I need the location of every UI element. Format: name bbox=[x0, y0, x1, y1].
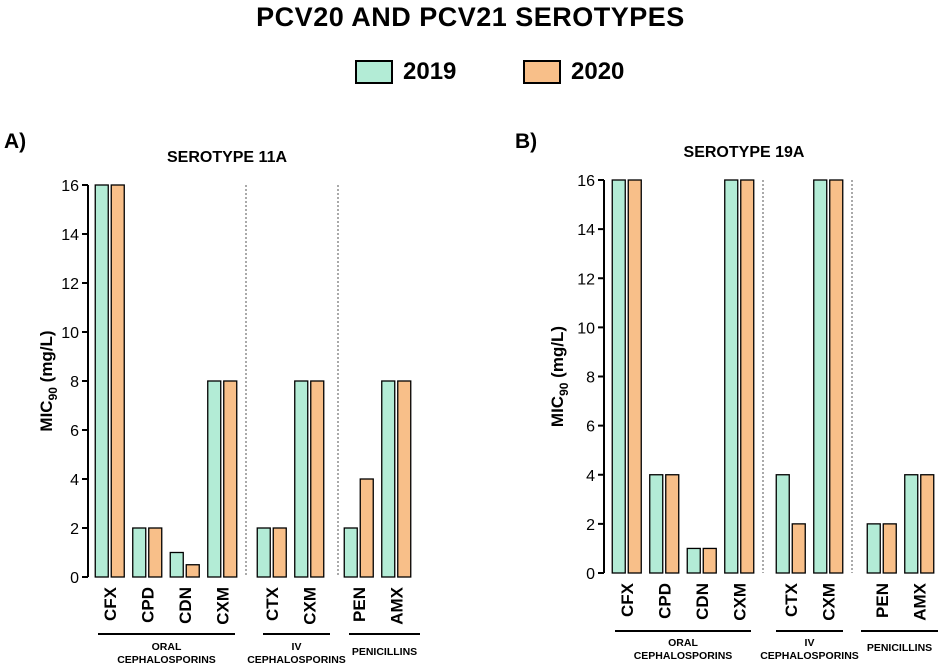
bar-2019-ctx bbox=[256, 527, 271, 578]
y-tick-label: 10 bbox=[577, 320, 595, 337]
y-tick-label: 14 bbox=[577, 222, 595, 239]
x-category-label: CDN bbox=[693, 583, 712, 620]
group-label: CEPHALOSPORINS bbox=[117, 654, 216, 666]
group-label: ORAL bbox=[668, 637, 698, 649]
bar-2019-cpd bbox=[649, 474, 664, 574]
y-tick-label: 4 bbox=[70, 472, 79, 489]
bar-2020-cxm bbox=[310, 380, 325, 578]
y-tick-label: 8 bbox=[586, 370, 595, 387]
bar-2019-cxm bbox=[813, 179, 828, 574]
y-axis-label: MIC90 (mg/L) bbox=[37, 330, 60, 431]
chart-b: B) SEROTYPE 19A MIC90 (mg/L) 0 2 4 6 8 10 12 14 16 C… bbox=[515, 130, 938, 662]
chart-a: A) SEROTYPE 11A MIC90 (mg/L) 0 2 4 6 8 10 12 14 16 C… bbox=[4, 130, 420, 666]
legend-swatch-2019 bbox=[355, 60, 393, 84]
bar-2020-pen bbox=[882, 523, 897, 574]
y-axis-label-subscript: 90 bbox=[46, 387, 60, 401]
group-label: PENICILLINS bbox=[867, 642, 932, 654]
legend-item-2019: 2019 bbox=[355, 58, 456, 86]
x-category-label: CXM bbox=[300, 587, 319, 625]
y-tick-label: 0 bbox=[586, 566, 595, 583]
group-label: ORAL bbox=[152, 641, 182, 653]
bar-2020-cpd bbox=[665, 474, 680, 574]
y-tick-label: 2 bbox=[70, 521, 79, 538]
bar-2020-ctx bbox=[791, 523, 806, 574]
y-axis-label: MIC90 (mg/L) bbox=[548, 326, 571, 427]
bar-2019-cdn bbox=[686, 547, 701, 574]
panel-label: B) bbox=[515, 130, 537, 153]
y-axis-label-main: MIC bbox=[548, 396, 567, 427]
figure-title: PCV20 AND PCV21 SEROTYPES bbox=[256, 2, 685, 32]
x-category-label: CPD bbox=[138, 587, 157, 623]
bar-2019-pen bbox=[343, 527, 358, 578]
bar-2019-cpd bbox=[132, 527, 147, 578]
bar-2020-amx bbox=[397, 380, 412, 578]
legend-swatch-2020 bbox=[523, 60, 561, 84]
y-tick-label: 6 bbox=[586, 419, 595, 436]
legend-label-2020: 2020 bbox=[571, 58, 625, 85]
y-tick-label: 12 bbox=[577, 271, 595, 288]
y-tick-label: 8 bbox=[70, 374, 79, 391]
x-category-label: CDN bbox=[176, 587, 195, 624]
bar-2020-cfx bbox=[110, 184, 125, 578]
bar-2020-cxm bbox=[740, 179, 755, 574]
y-tick-label: 0 bbox=[70, 570, 79, 587]
x-category-label: PEN bbox=[873, 583, 892, 618]
group-label: CEPHALOSPORINS bbox=[760, 650, 859, 662]
group-label: IV bbox=[292, 641, 302, 653]
bar-2020-cxm bbox=[223, 380, 238, 578]
y-tick-label: 16 bbox=[577, 173, 595, 190]
legend: 2019 2020 bbox=[0, 58, 941, 88]
group-label: CEPHALOSPORINS bbox=[634, 650, 733, 662]
group-label: PENICILLINS bbox=[352, 646, 417, 658]
legend-item-2020: 2020 bbox=[523, 58, 624, 86]
bar-2020-amx bbox=[920, 474, 935, 574]
x-category-label: CXM bbox=[730, 583, 749, 621]
x-category-label: CXM bbox=[213, 587, 232, 625]
bar-2019-cdn bbox=[169, 551, 184, 578]
x-category-label: PEN bbox=[350, 587, 369, 622]
x-category-label: CPD bbox=[655, 583, 674, 619]
bar-2019-cxm bbox=[207, 380, 222, 578]
chart-title: SEROTYPE 19A bbox=[684, 144, 805, 161]
bar-2019-amx bbox=[904, 474, 919, 574]
y-tick-label: 6 bbox=[70, 423, 79, 440]
y-tick-label: 16 bbox=[61, 178, 79, 195]
x-category-label: CXM bbox=[819, 583, 838, 621]
y-tick-label: 4 bbox=[586, 468, 595, 485]
x-category-label: CFX bbox=[101, 586, 120, 621]
y-axis-label-subscript: 90 bbox=[557, 382, 571, 396]
bar-2020-ctx bbox=[272, 527, 287, 578]
y-axis-label-unit: (mg/L) bbox=[548, 326, 567, 383]
group-label: CEPHALOSPORINS bbox=[247, 654, 346, 666]
bar-2020-cpd bbox=[148, 527, 163, 578]
x-category-label: AMX bbox=[910, 582, 929, 620]
bar-2019-pen bbox=[866, 523, 881, 574]
y-axis-label-main: MIC bbox=[37, 400, 56, 431]
bar-2019-amx bbox=[381, 380, 396, 578]
x-category-label: AMX bbox=[387, 586, 406, 624]
x-category-label: CTX bbox=[782, 582, 801, 617]
group-label: IV bbox=[805, 637, 815, 649]
y-tick-label: 14 bbox=[61, 227, 79, 244]
y-tick-label: 10 bbox=[61, 325, 79, 342]
y-tick-label: 2 bbox=[586, 517, 595, 534]
bar-2020-pen bbox=[359, 478, 374, 578]
y-axis-label-unit: (mg/L) bbox=[37, 330, 56, 387]
bar-2019-cxm bbox=[724, 179, 739, 574]
bar-2020-cdn bbox=[185, 564, 200, 578]
panel-label: A) bbox=[4, 130, 26, 153]
bar-2019-ctx bbox=[775, 474, 790, 574]
bar-2019-cfx bbox=[94, 184, 109, 578]
bar-2019-cfx bbox=[611, 179, 626, 574]
x-category-label: CFX bbox=[618, 582, 637, 617]
legend-label-2019: 2019 bbox=[403, 58, 457, 85]
x-category-label: CTX bbox=[263, 586, 282, 621]
bar-2020-cxm bbox=[829, 179, 844, 574]
bar-2020-cfx bbox=[627, 179, 642, 574]
bar-2019-cxm bbox=[294, 380, 309, 578]
chart-title: SEROTYPE 11A bbox=[167, 149, 287, 166]
bar-2020-cdn bbox=[702, 547, 717, 574]
y-tick-label: 12 bbox=[61, 276, 79, 293]
